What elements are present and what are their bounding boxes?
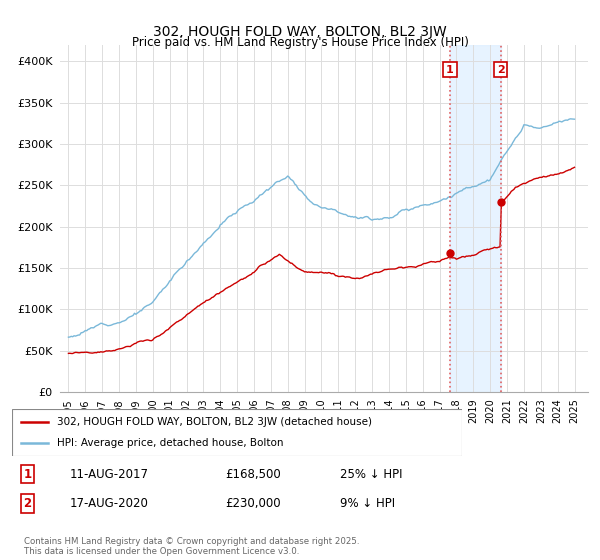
Text: 25% ↓ HPI: 25% ↓ HPI [340, 468, 403, 480]
Text: £230,000: £230,000 [225, 497, 281, 510]
Text: 11-AUG-2017: 11-AUG-2017 [70, 468, 149, 480]
Text: HPI: Average price, detached house, Bolton: HPI: Average price, detached house, Bolt… [57, 438, 284, 448]
Text: £168,500: £168,500 [225, 468, 281, 480]
Text: 17-AUG-2020: 17-AUG-2020 [70, 497, 148, 510]
Text: 302, HOUGH FOLD WAY, BOLTON, BL2 3JW: 302, HOUGH FOLD WAY, BOLTON, BL2 3JW [153, 25, 447, 39]
Text: 2: 2 [23, 497, 32, 510]
Text: 2: 2 [497, 64, 505, 74]
Text: Contains HM Land Registry data © Crown copyright and database right 2025.
This d: Contains HM Land Registry data © Crown c… [23, 536, 359, 556]
Text: 1: 1 [446, 64, 454, 74]
Text: Price paid vs. HM Land Registry's House Price Index (HPI): Price paid vs. HM Land Registry's House … [131, 36, 469, 49]
FancyBboxPatch shape [12, 409, 462, 456]
Bar [450, 45, 500, 392]
Text: 302, HOUGH FOLD WAY, BOLTON, BL2 3JW (detached house): 302, HOUGH FOLD WAY, BOLTON, BL2 3JW (de… [57, 417, 372, 427]
Text: 9% ↓ HPI: 9% ↓ HPI [340, 497, 395, 510]
Text: 1: 1 [23, 468, 32, 480]
